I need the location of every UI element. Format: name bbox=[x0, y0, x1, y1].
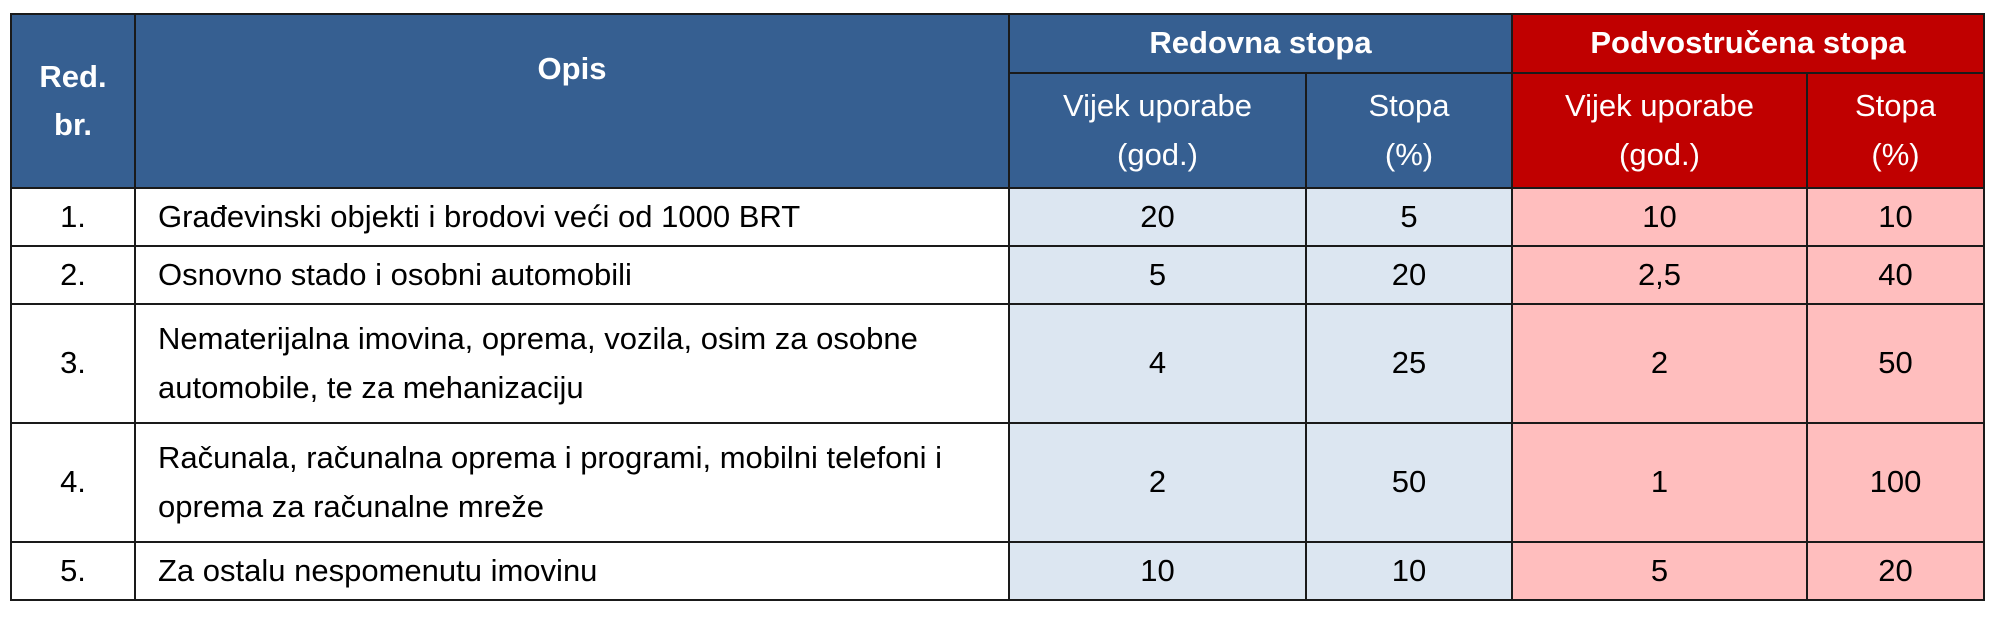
depreciation-table: Red. br. Opis Redovna stopa Podvostručen… bbox=[10, 13, 1985, 601]
row-description: Građevinski objekti i brodovi veći od 10… bbox=[134, 187, 1010, 247]
row-number: 4. bbox=[10, 422, 136, 543]
header-red-br: Red. br. bbox=[10, 13, 136, 189]
row-description: Osnovno stado i osobni automobili bbox=[134, 245, 1010, 305]
regular-useful-life: 20 bbox=[1008, 187, 1307, 247]
regular-useful-life: 5 bbox=[1008, 245, 1307, 305]
doubled-useful-life: 10 bbox=[1511, 187, 1808, 247]
doubled-rate: 10 bbox=[1806, 187, 1985, 247]
header-podv-vijek: Vijek uporabe (god.) bbox=[1511, 72, 1808, 189]
header-redovna-vijek: Vijek uporabe (god.) bbox=[1008, 72, 1307, 189]
doubled-useful-life: 1 bbox=[1511, 422, 1808, 543]
regular-useful-life: 10 bbox=[1008, 541, 1307, 601]
regular-rate: 25 bbox=[1305, 303, 1513, 424]
table-row: 4. Računala, računalna oprema i programi,… bbox=[10, 422, 1985, 543]
regular-rate: 5 bbox=[1305, 187, 1513, 247]
doubled-rate: 50 bbox=[1806, 303, 1985, 424]
doubled-rate: 20 bbox=[1806, 541, 1985, 601]
header-redovna-stopa: Redovna stopa bbox=[1008, 13, 1513, 74]
doubled-useful-life: 2 bbox=[1511, 303, 1808, 424]
header-redovna-stopa-pct: Stopa (%) bbox=[1305, 72, 1513, 189]
regular-rate: 50 bbox=[1305, 422, 1513, 543]
header-opis: Opis bbox=[134, 13, 1010, 189]
table-row: 5. Za ostalu nespomenutu imovinu 10 10 5 20 bbox=[10, 541, 1985, 601]
row-number: 1. bbox=[10, 187, 136, 247]
doubled-rate: 40 bbox=[1806, 245, 1985, 305]
header-podv-stopa-pct: Stopa (%) bbox=[1806, 72, 1985, 189]
regular-useful-life: 4 bbox=[1008, 303, 1307, 424]
row-number: 5. bbox=[10, 541, 136, 601]
doubled-rate: 100 bbox=[1806, 422, 1985, 543]
header-podvostrucena-stopa: Podvostručena stopa bbox=[1511, 13, 1985, 74]
row-number: 2. bbox=[10, 245, 136, 305]
regular-rate: 10 bbox=[1305, 541, 1513, 601]
regular-rate: 20 bbox=[1305, 245, 1513, 305]
row-description: Nematerijalna imovina, oprema, vozila, o… bbox=[134, 303, 1010, 424]
row-description: Za ostalu nespomenutu imovinu bbox=[134, 541, 1010, 601]
doubled-useful-life: 5 bbox=[1511, 541, 1808, 601]
table-row: 3. Nematerijalna imovina, oprema, vozila,… bbox=[10, 303, 1985, 424]
row-description: Računala, računalna oprema i programi, m… bbox=[134, 422, 1010, 543]
doubled-useful-life: 2,5 bbox=[1511, 245, 1808, 305]
regular-useful-life: 2 bbox=[1008, 422, 1307, 543]
table-row: 2. Osnovno stado i osobni automobili 5 20 2,… bbox=[10, 245, 1985, 305]
table-row: 1. Građevinski objekti i brodovi veći od … bbox=[10, 187, 1985, 247]
row-number: 3. bbox=[10, 303, 136, 424]
